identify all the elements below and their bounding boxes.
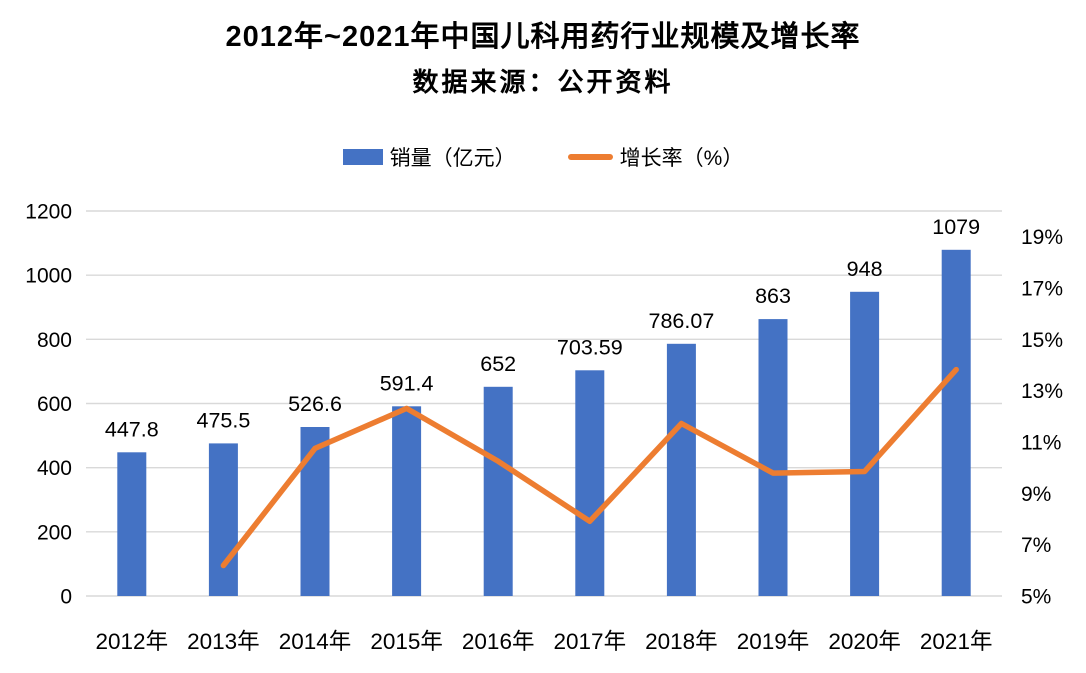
bar-2020年 xyxy=(850,291,880,596)
bar-value-label: 591.4 xyxy=(380,371,434,395)
right-axis-tick-label: 5% xyxy=(1021,586,1051,609)
x-axis-label: 2020年 xyxy=(828,629,901,654)
x-axis-label: 2015年 xyxy=(370,629,443,654)
right-axis-tick-label: 19% xyxy=(1021,226,1063,249)
bar-value-label: 703.59 xyxy=(557,335,623,359)
bar-2013年 xyxy=(208,443,238,596)
bar-value-label: 447.8 xyxy=(105,417,159,441)
bar-2016年 xyxy=(483,386,513,596)
legend: 销量（亿元） 增长率（%） xyxy=(0,142,1086,172)
bar-value-label: 863 xyxy=(755,284,791,308)
x-axis-label: 2017年 xyxy=(554,629,627,654)
x-axis-label: 2019年 xyxy=(737,629,810,654)
right-axis-tick-label: 7% xyxy=(1021,534,1051,557)
legend-growth-label: 增长率（%） xyxy=(619,147,744,170)
bar-2015年 xyxy=(392,406,422,596)
bar-value-label: 475.5 xyxy=(196,408,250,432)
bar-value-label: 652 xyxy=(480,352,516,376)
left-axis-tick-label: 1200 xyxy=(25,201,72,224)
bar-2012年 xyxy=(117,452,147,596)
legend-item-sales: 销量（亿元） xyxy=(342,142,516,172)
left-axis-tick-label: 800 xyxy=(37,329,72,352)
bar-2014年 xyxy=(300,427,330,596)
right-axis-tick-label: 11% xyxy=(1021,432,1061,455)
right-axis-tick-label: 15% xyxy=(1021,329,1063,352)
bar-value-label: 786.07 xyxy=(649,309,715,333)
right-axis-tick-label: 9% xyxy=(1021,483,1051,506)
x-axis-label: 2014年 xyxy=(279,629,352,654)
bar-2019年 xyxy=(758,319,788,596)
left-axis-tick-label: 1000 xyxy=(25,265,72,288)
x-axis-label: 2016年 xyxy=(462,629,535,654)
left-axis-tick-label: 400 xyxy=(37,457,72,480)
bar-value-label: 526.6 xyxy=(288,392,342,416)
bar-2018年 xyxy=(666,343,696,596)
legend-sales-label: 销量（亿元） xyxy=(389,147,516,170)
legend-line-swatch-icon xyxy=(567,154,613,160)
left-axis-tick-label: 200 xyxy=(37,521,72,544)
x-axis-label: 2013年 xyxy=(187,629,260,654)
growth-rate-line xyxy=(220,366,959,569)
chart-subtitle: 数据来源：公开资料 xyxy=(412,67,674,97)
bar-value-label: 1079 xyxy=(932,215,980,239)
bar-value-label: 948 xyxy=(847,257,883,281)
chart-title: 2012年~2021年中国儿科用药行业规模及增长率 xyxy=(225,21,861,53)
x-axis-label: 2012年 xyxy=(96,629,169,654)
bar-2017年 xyxy=(575,370,605,596)
bar-2021年 xyxy=(941,249,971,597)
right-axis-tick-label: 13% xyxy=(1021,380,1063,403)
right-axis-tick-label: 17% xyxy=(1021,278,1063,301)
x-axis-label: 2018年 xyxy=(645,629,718,654)
legend-bar-swatch-icon xyxy=(342,149,383,165)
left-axis-tick-label: 0 xyxy=(60,586,72,609)
x-axis-label: 2021年 xyxy=(920,629,993,654)
left-axis-tick-label: 600 xyxy=(37,393,72,416)
legend-item-growth: 增长率（%） xyxy=(567,142,744,172)
